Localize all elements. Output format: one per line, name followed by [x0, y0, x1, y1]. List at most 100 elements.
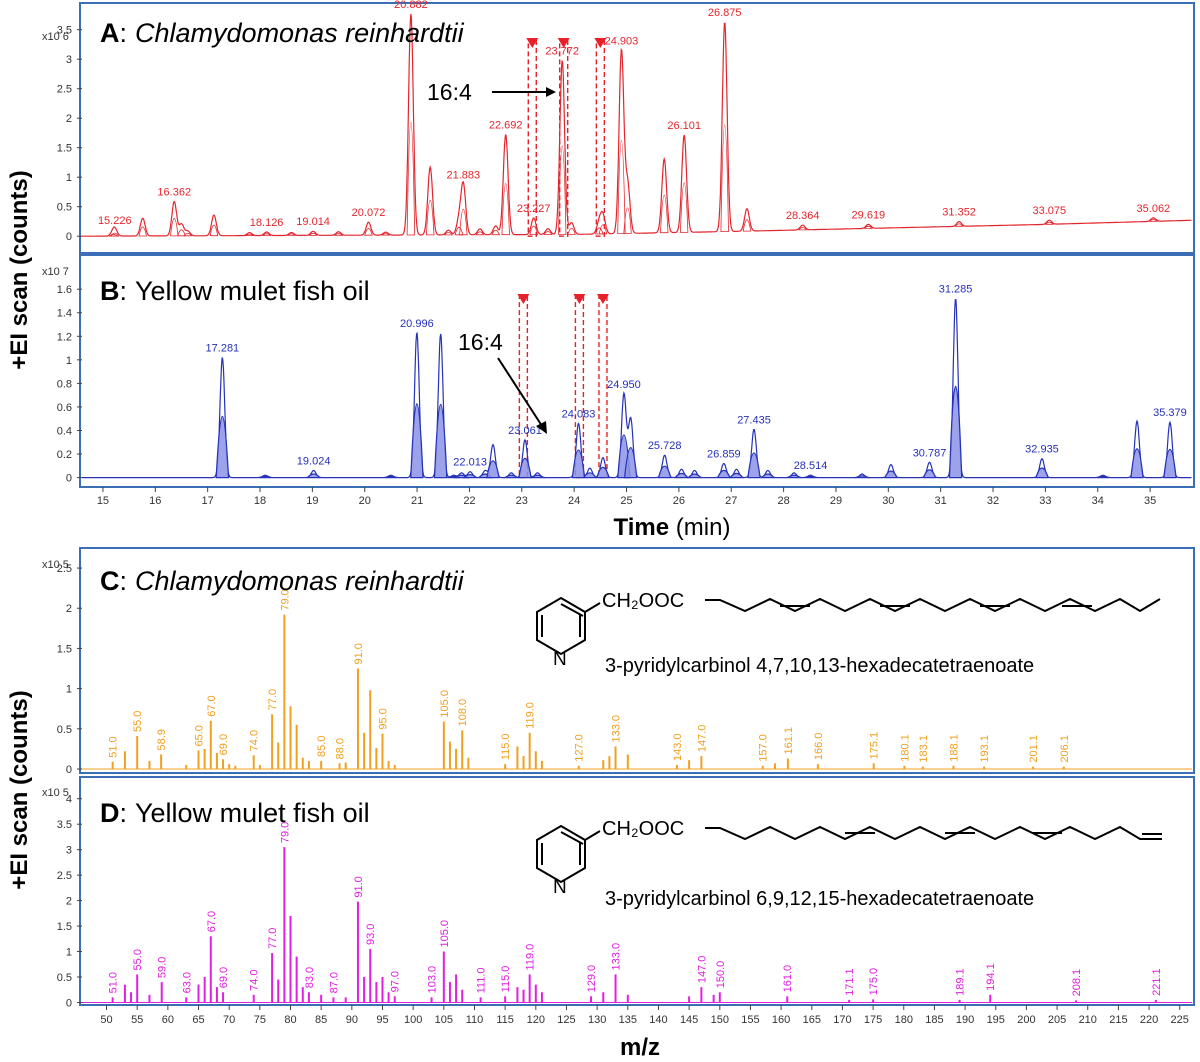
spec-c-bar-label: 77.0: [267, 689, 279, 710]
chrom-a-peak-label: 26.875: [708, 7, 742, 19]
spec-d-xtick-label: 90: [346, 1014, 358, 1026]
spec-d-xtick-label: 130: [588, 1014, 606, 1026]
chrom-b-ytick-label: 0.4: [57, 425, 72, 437]
spec-d-xtick-label: 140: [649, 1014, 667, 1026]
spec-c-bar-label: 183.1: [918, 735, 930, 763]
spec-c-ytick-label: 0: [66, 764, 72, 776]
panel-c-title: C: Chlamydomonas reinhardtii: [100, 566, 465, 596]
chrom-a-peak: [660, 195, 669, 234]
spec-d-bar-label: 161.0: [782, 965, 794, 993]
chrom-a-peak: [598, 224, 608, 235]
chrom-a-peak: [623, 207, 632, 234]
spec-d-bar-label: 103.0: [427, 966, 439, 994]
chrom-a-peak: [380, 233, 391, 236]
chrom-b-xtick-label: 19: [306, 495, 318, 507]
chrom-a-ytick-label: 0: [66, 231, 72, 243]
chrom-b-ytick-label: 0: [66, 473, 72, 485]
chrom-a-ytick-label: 3: [66, 54, 72, 66]
chrom-a-marker-triangle: [557, 38, 570, 48]
chrom-b-peak: [529, 474, 546, 479]
spec-c-bar-label: 180.1: [899, 734, 911, 762]
spec-d-xtick-label: 55: [131, 1014, 143, 1026]
chrom-a-peak-label: 28.364: [786, 210, 820, 222]
chrom-b-marker-triangle: [596, 294, 609, 304]
chrom-a-peak: [617, 139, 626, 234]
spec-d-xtick-label: 180: [895, 1014, 913, 1026]
spec-d-ytick-label: 1.5: [57, 921, 72, 933]
chrom-b-peak: [853, 475, 871, 479]
chrom-a-ytick-label: 2.5: [57, 84, 72, 96]
spec-d-xtick-label: 160: [772, 1014, 790, 1026]
spec-c-bar-label: 74.0: [249, 730, 261, 751]
spec-d-bar-label: 67.0: [206, 911, 218, 932]
chrom-b-xtick-label: 17: [202, 495, 214, 507]
spec-c-bar-label: 188.1: [948, 734, 960, 762]
chrom-a-peak: [209, 224, 219, 237]
chrom-b-peak: [1096, 475, 1110, 479]
chrom-b-xtick-label: 26: [673, 495, 685, 507]
spec-c-ytick-label: 0.5: [57, 724, 72, 736]
spec-d-xtick-label: 165: [803, 1014, 821, 1026]
chrom-b-xtick-label: 24: [568, 495, 580, 507]
spec-c-bar-label: 69.0: [218, 734, 230, 755]
panel-c-frame: [79, 547, 1195, 774]
chrom-a-peak-label: 23.227: [517, 203, 551, 215]
chrom-a-peak-label: 22.692: [489, 119, 523, 131]
chrom-b-peak: [804, 475, 817, 479]
spec-d-xtick-label: 60: [162, 1014, 174, 1026]
chrom-b-peak: [716, 469, 731, 479]
chrom-b-peak: [1163, 449, 1177, 479]
spec-d-xtick-label: 105: [435, 1014, 453, 1026]
chrom-b-xtick-label: 15: [97, 495, 109, 507]
spec-d-xtick-label: 210: [1079, 1014, 1097, 1026]
chrom-b-peak: [922, 469, 937, 479]
chrom-b-peak-label: 32.935: [1025, 444, 1059, 456]
chrom-b-marker-box: [598, 295, 608, 479]
arrow-b: [497, 357, 543, 427]
chrom-b-peak: [258, 475, 272, 479]
chrom-a-peak: [364, 228, 373, 236]
chrom-b-xtick-label: 21: [411, 495, 423, 507]
chrom-b-xtick-label: 18: [254, 495, 266, 507]
chrom-a-peak-label: 33.075: [1032, 205, 1066, 217]
chrom-b-peak: [657, 465, 672, 479]
chrom-a-ytick-label: 1.5: [57, 143, 72, 155]
spec-c-bar-label: 193.1: [979, 735, 991, 763]
spec-d-xtick-label: 185: [925, 1014, 943, 1026]
chrom-b-xtick-label: 23: [516, 495, 528, 507]
chromatogram-a: 0 0.5 1 1.5 2 2.5 3 3.5 15.226 16.362 18.126 19.014…: [57, 0, 1192, 243]
spec-d-xtick-label: 115: [496, 1014, 514, 1026]
chrom-b-peak: [729, 472, 744, 479]
spec-d-bar-label: 119.0: [525, 944, 537, 971]
chrom-a-peak: [459, 209, 468, 236]
spec-d-xtick-label: 80: [284, 1014, 296, 1026]
spec-c-bar-label: 157.0: [758, 734, 770, 762]
chrom-b-xtick-label: 34: [1092, 495, 1104, 507]
chrom-a-peak: [720, 124, 729, 232]
chrom-a-peak-label: 23.772: [545, 45, 579, 57]
chrom-a-peak-label: 21.883: [446, 170, 480, 182]
chrom-b-peak: [215, 416, 230, 479]
y-axis-title-bottom: +EI scan (counts): [6, 690, 33, 889]
exponent-c: x10 5: [42, 559, 69, 571]
spec-d-xtick-label: 135: [619, 1014, 637, 1026]
chrom-a-peak: [501, 183, 510, 236]
chrom-b-xtick-label: 28: [777, 495, 789, 507]
compound-d: 3-pyridylcarbinol 6,9,12,15-hexadecatetr…: [605, 888, 1034, 910]
spec-d-xtick-label: 200: [1017, 1014, 1035, 1026]
chrom-a-ytick-label: 0.5: [57, 202, 72, 214]
chrom-a-peak-label: 29.619: [852, 209, 886, 221]
chrom-b-peak-label: 24.083: [562, 408, 596, 420]
chrom-a-peak: [742, 219, 752, 232]
chrom-b-peak-label: 20.996: [400, 318, 434, 330]
chrom-b-peak: [462, 474, 478, 479]
structure-c: [536, 596, 1161, 656]
chrom-a-marker-box: [595, 39, 606, 237]
chrom-b-marker-triangle: [517, 294, 530, 304]
chrom-b-peak: [410, 403, 424, 479]
spec-d-ytick-label: 0: [66, 997, 72, 1009]
structure-c-formula: CH₂OOC: [602, 590, 684, 612]
arrow-b-head: [536, 421, 547, 434]
chrom-a-peak: [1148, 219, 1159, 222]
